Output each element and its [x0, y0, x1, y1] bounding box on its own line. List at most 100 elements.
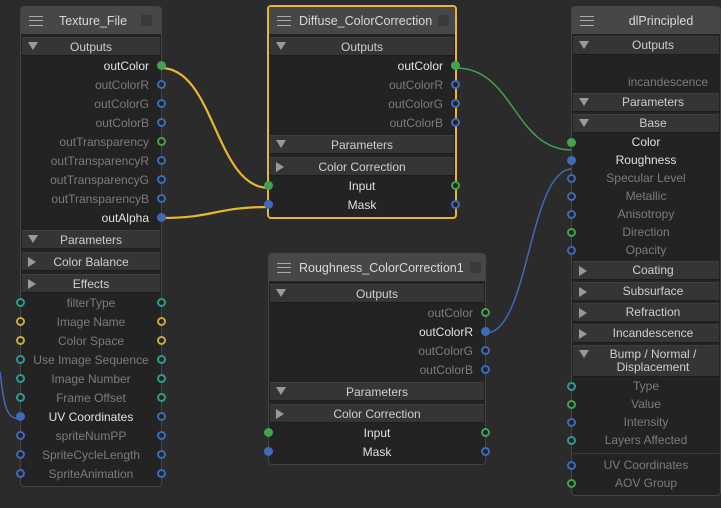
expand-triangle-icon[interactable]	[579, 329, 587, 339]
menu-icon[interactable]	[580, 15, 594, 26]
input-port-icon[interactable]	[16, 393, 25, 402]
collapse-triangle-icon[interactable]	[579, 119, 589, 127]
section-refraction[interactable]: Refraction	[573, 303, 719, 322]
expand-triangle-icon[interactable]	[276, 162, 284, 172]
collapse-triangle-icon[interactable]	[276, 387, 286, 395]
input-port-icon[interactable]	[567, 461, 576, 470]
output-port-icon[interactable]	[481, 447, 490, 456]
output-port-icon[interactable]	[157, 175, 166, 184]
section-outputs[interactable]: Outputs	[270, 284, 484, 303]
output-port-icon[interactable]	[157, 469, 166, 478]
expand-triangle-icon[interactable]	[579, 266, 587, 276]
node-toggle-button[interactable]	[141, 15, 152, 26]
input-port-icon[interactable]	[567, 246, 576, 255]
section-subsurface[interactable]: Subsurface	[573, 282, 719, 301]
output-port-icon[interactable]	[481, 365, 490, 374]
node-dlprincipled[interactable]: dlPrincipled Outputs incandescence Paramete…	[567, 6, 721, 496]
menu-icon[interactable]	[277, 262, 291, 273]
input-port-icon[interactable]	[16, 469, 25, 478]
output-port-icon[interactable]	[157, 450, 166, 459]
output-port-icon[interactable]	[157, 298, 166, 307]
input-port-icon[interactable]	[567, 228, 576, 237]
collapse-triangle-icon[interactable]	[579, 350, 589, 358]
input-port-icon[interactable]	[567, 400, 576, 409]
section-outputs[interactable]: Outputs	[270, 37, 454, 56]
output-port-icon[interactable]	[451, 118, 460, 127]
section-color-balance[interactable]: Color Balance	[22, 252, 160, 271]
input-port-icon[interactable]	[567, 382, 576, 391]
section-incandescence[interactable]: Incandescence	[573, 324, 719, 343]
output-port-icon[interactable]	[157, 137, 166, 146]
section-coating[interactable]: Coating	[573, 261, 719, 280]
input-port-icon[interactable]	[16, 355, 25, 364]
input-port-icon[interactable]	[264, 200, 273, 209]
section-outputs[interactable]: Outputs	[22, 37, 160, 56]
input-port-icon[interactable]	[16, 298, 25, 307]
expand-triangle-icon[interactable]	[28, 257, 36, 267]
expand-triangle-icon[interactable]	[28, 279, 36, 289]
input-port-icon[interactable]	[567, 210, 576, 219]
output-port-icon[interactable]	[481, 428, 490, 437]
output-port-icon[interactable]	[157, 118, 166, 127]
collapse-triangle-icon[interactable]	[579, 98, 589, 106]
output-port-icon[interactable]	[157, 336, 166, 345]
input-port-icon[interactable]	[567, 479, 576, 488]
node-header[interactable]: Texture_File	[21, 7, 161, 34]
wire-connection[interactable]	[485, 168, 573, 334]
output-port-icon[interactable]	[157, 61, 166, 70]
section-parameters[interactable]: Parameters	[270, 382, 484, 401]
section-color-correction[interactable]: Color Correction	[270, 404, 484, 423]
output-port-icon[interactable]	[451, 181, 460, 190]
output-port-icon[interactable]	[481, 346, 490, 355]
section-bump-normal-displacement[interactable]: Bump / Normal / Displacement	[573, 345, 719, 377]
input-port-icon[interactable]	[567, 418, 576, 427]
input-port-icon[interactable]	[16, 317, 25, 326]
node-header[interactable]: Diffuse_ColorCorrection	[269, 7, 455, 34]
node-header[interactable]: Roughness_ColorCorrection1	[269, 254, 485, 281]
collapse-triangle-icon[interactable]	[276, 140, 286, 148]
output-port-icon[interactable]	[451, 61, 460, 70]
node-roughness-colorcorrection1[interactable]: Roughness_ColorCorrection1 Outputs outColo…	[264, 253, 490, 465]
section-color-correction[interactable]: Color Correction	[270, 157, 454, 176]
output-port-icon[interactable]	[157, 317, 166, 326]
node-toggle-button[interactable]	[438, 15, 450, 26]
collapse-triangle-icon[interactable]	[276, 289, 286, 297]
collapse-triangle-icon[interactable]	[276, 42, 286, 50]
expand-triangle-icon[interactable]	[579, 287, 587, 297]
input-port-icon[interactable]	[264, 181, 273, 190]
section-base[interactable]: Base	[573, 114, 719, 133]
section-parameters[interactable]: Parameters	[270, 135, 454, 154]
input-port-icon[interactable]	[16, 336, 25, 345]
wire-connection[interactable]	[455, 67, 573, 151]
node-diffuse-colorcorrection[interactable]: Diffuse_ColorCorrection Outputs outColor ou…	[264, 5, 460, 219]
expand-triangle-icon[interactable]	[579, 308, 587, 318]
wire-connection[interactable]	[160, 66, 270, 190]
output-port-icon[interactable]	[157, 99, 166, 108]
output-port-icon[interactable]	[157, 374, 166, 383]
menu-icon[interactable]	[29, 15, 43, 26]
output-port-icon[interactable]	[157, 156, 166, 165]
input-port-icon[interactable]	[16, 450, 25, 459]
output-port-icon[interactable]	[157, 412, 166, 421]
input-port-icon[interactable]	[16, 374, 25, 383]
node-header[interactable]: dlPrincipled	[572, 7, 720, 34]
input-port-icon[interactable]	[567, 138, 576, 147]
output-port-icon[interactable]	[451, 99, 460, 108]
collapse-triangle-icon[interactable]	[28, 235, 38, 243]
output-port-icon[interactable]	[451, 80, 460, 89]
output-port-icon[interactable]	[451, 200, 460, 209]
section-outputs[interactable]: Outputs	[573, 36, 719, 55]
section-parameters[interactable]: Parameters	[573, 93, 719, 112]
output-port-icon[interactable]	[157, 194, 166, 203]
collapse-triangle-icon[interactable]	[579, 41, 589, 49]
menu-icon[interactable]	[277, 15, 291, 26]
output-port-icon[interactable]	[157, 355, 166, 364]
expand-triangle-icon[interactable]	[276, 409, 284, 419]
collapse-triangle-icon[interactable]	[28, 42, 38, 50]
output-port-icon[interactable]	[157, 431, 166, 440]
output-port-icon[interactable]	[157, 213, 166, 222]
node-texture-file[interactable]: Texture_File Outputs outColor outColorR outC…	[16, 6, 166, 487]
input-port-icon[interactable]	[567, 174, 576, 183]
output-port-icon[interactable]	[481, 308, 490, 317]
output-port-icon[interactable]	[157, 80, 166, 89]
